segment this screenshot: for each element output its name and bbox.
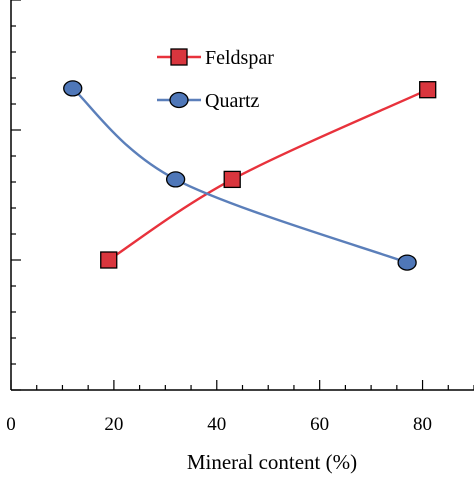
legend-swatch-marker	[169, 91, 189, 109]
quartz-point	[165, 171, 186, 188]
feldspar-point	[419, 81, 437, 99]
x-tick-label: 80	[413, 414, 432, 435]
feldspar-point	[223, 170, 241, 189]
x-tick-label: 0	[6, 414, 16, 435]
x-axis-title: Mineral content (%)	[187, 450, 357, 474]
feldspar-point	[100, 251, 118, 269]
feldspar-line	[108, 88, 429, 262]
quartz-line	[71, 87, 408, 264]
quartz-point	[63, 80, 83, 97]
legend-label: Quartz	[205, 90, 260, 112]
x-tick-label: 20	[104, 414, 123, 435]
quartz-point	[397, 254, 417, 271]
legend-item-feldspar: Feldspar	[157, 47, 274, 69]
x-tick-label: 60	[310, 414, 329, 435]
legend-label: Feldspar	[205, 47, 274, 69]
x-tick-label: 40	[207, 414, 226, 435]
legend-item-quartz: Quartz	[157, 90, 260, 112]
feldspar-series	[100, 81, 437, 269]
quartz-series	[63, 80, 417, 271]
legend-swatch-marker	[170, 48, 188, 66]
